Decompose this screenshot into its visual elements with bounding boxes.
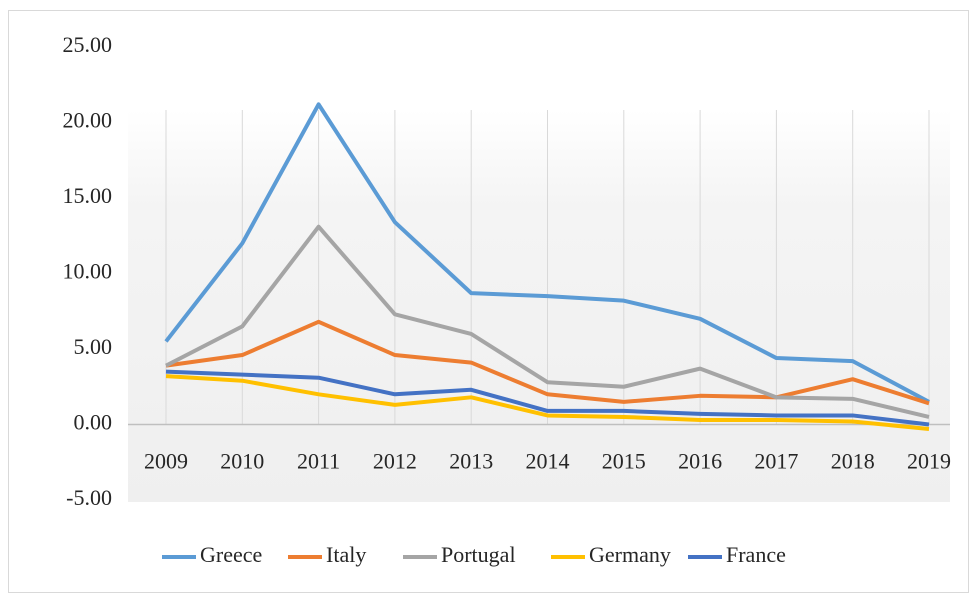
series-line — [164, 102, 930, 404]
x-tick-label: 2016 — [678, 449, 722, 474]
y-tick-label: 0.00 — [74, 410, 113, 435]
x-tick-label: 2009 — [144, 449, 188, 474]
x-tick-label: 2018 — [831, 449, 875, 474]
series-line — [165, 319, 930, 406]
x-tick-label: 2011 — [297, 449, 340, 474]
y-tick-label: 5.00 — [74, 334, 113, 359]
y-tick-label: 20.00 — [63, 108, 113, 133]
y-tick-label: 25.00 — [63, 32, 113, 57]
y-tick-label: -5.00 — [66, 485, 112, 510]
x-tick-label: 2010 — [220, 449, 264, 474]
y-tick-label: 10.00 — [63, 259, 113, 284]
plot-area — [128, 110, 950, 502]
y-tick-label: 15.00 — [63, 183, 113, 208]
x-tick-label: 2013 — [449, 449, 493, 474]
legend-label: Germany — [589, 542, 671, 567]
series-line — [165, 369, 930, 427]
x-tick-label: 2019 — [907, 449, 951, 474]
legend-label: Portugal — [441, 542, 516, 567]
series-line — [165, 374, 930, 432]
legend-label: France — [726, 542, 786, 567]
x-tick-label: 2017 — [754, 449, 798, 474]
legend-label: Italy — [326, 542, 366, 567]
x-tick-label: 2015 — [602, 449, 646, 474]
series-line — [165, 224, 930, 419]
legend-label: Greece — [200, 542, 262, 567]
x-tick-label: 2012 — [373, 449, 417, 474]
x-tick-label: 2014 — [526, 449, 570, 474]
